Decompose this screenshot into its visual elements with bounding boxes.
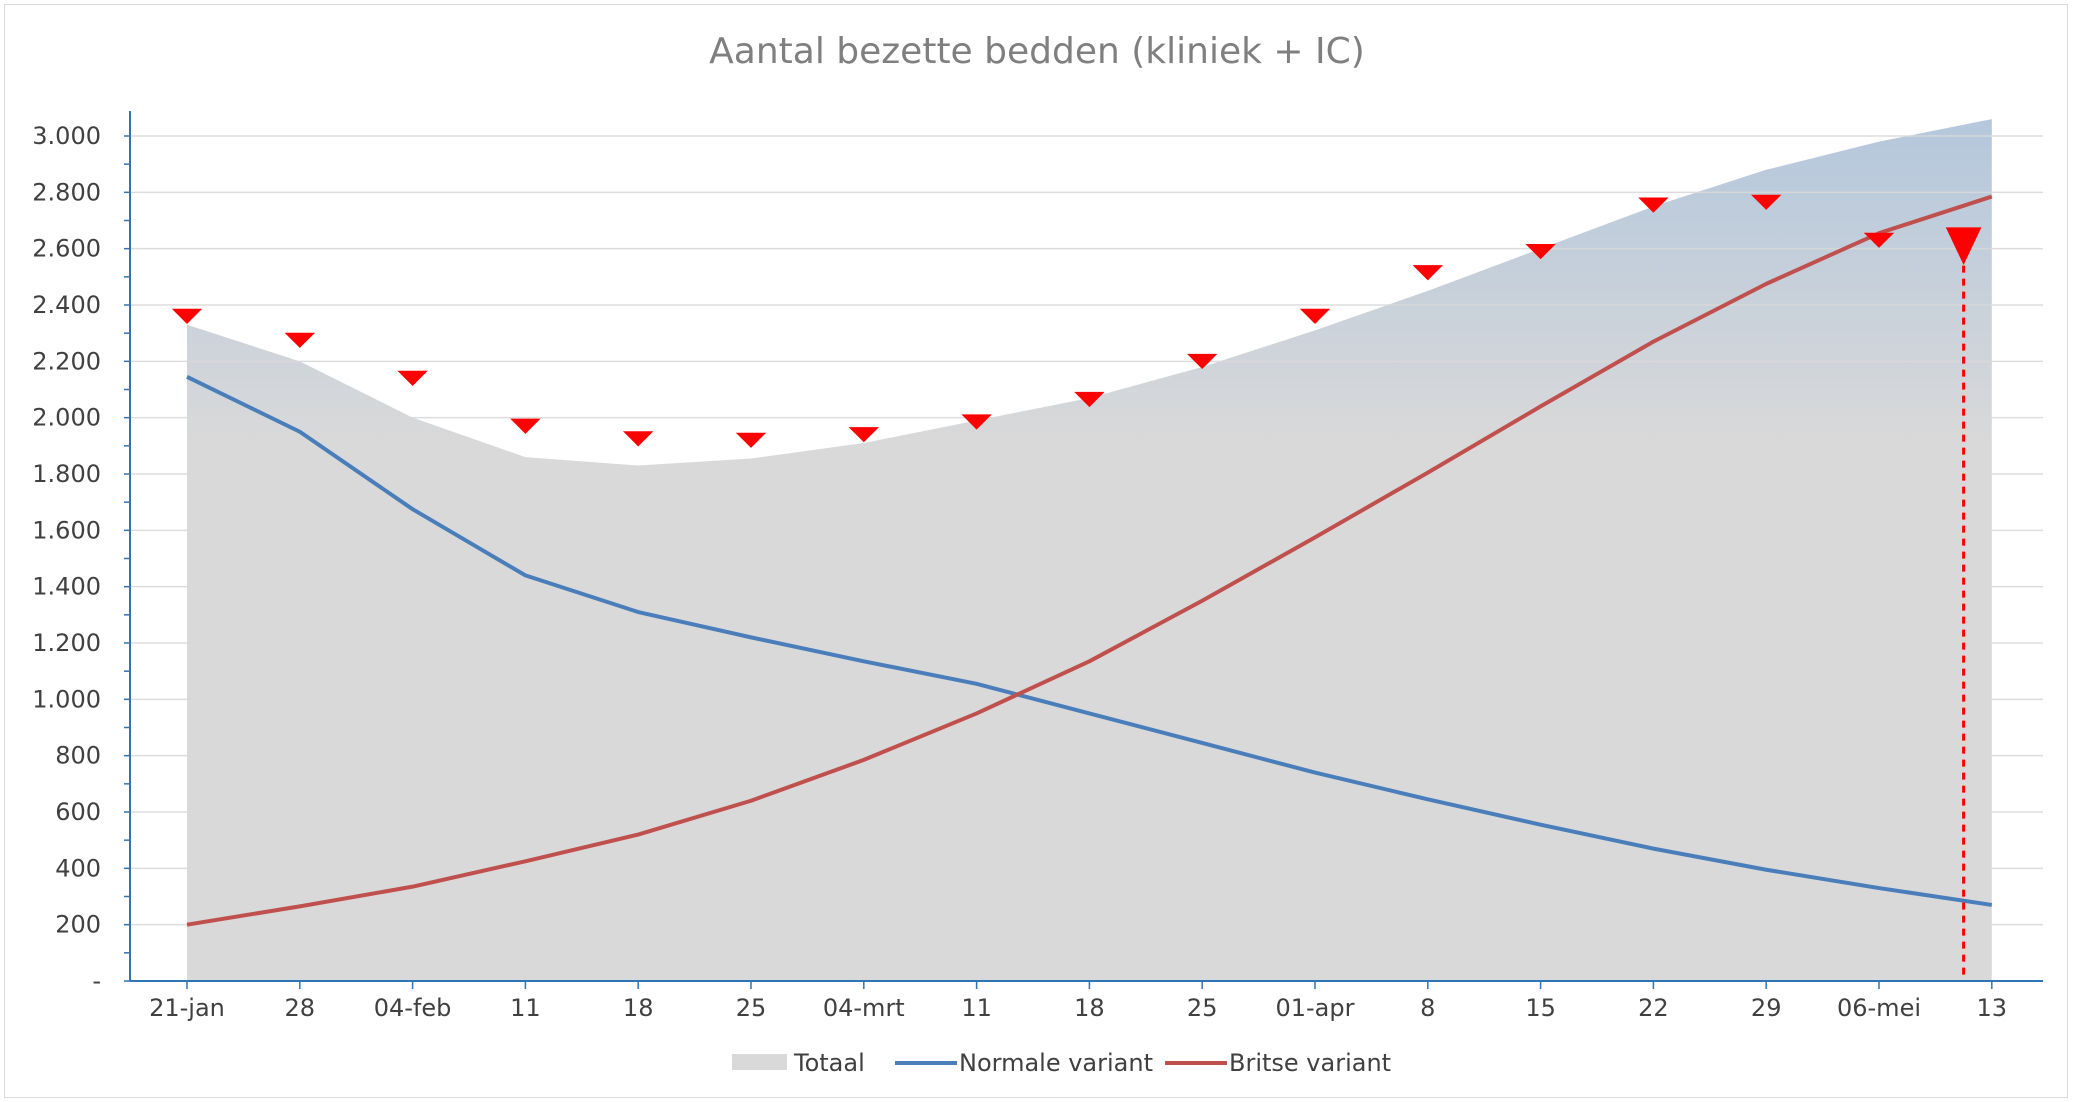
chart-title: Aantal bezette bedden (kliniek + IC)	[709, 31, 1365, 72]
marker-triangle	[848, 427, 880, 443]
marker-triangle	[622, 431, 654, 447]
legend-swatch-totaal	[732, 1054, 787, 1070]
y-tick-label: 1.600	[32, 516, 101, 544]
y-tick-label: 2.400	[32, 291, 101, 319]
y-tick-label: 400	[55, 854, 101, 882]
y-tick-label: 2.600	[32, 235, 101, 263]
x-tick-label: 06-mei	[1837, 994, 1921, 1022]
y-tick-label: 1.000	[32, 685, 101, 713]
y-tick-label: 1.200	[32, 629, 101, 657]
legend-label-normale-variant: Normale variant	[959, 1049, 1153, 1077]
legend-label-britse-variant: Britse variant	[1229, 1049, 1391, 1077]
marker-triangle	[397, 370, 428, 386]
y-tick-label: 1.400	[32, 573, 101, 601]
marker-triangle	[1525, 243, 1556, 260]
marker-triangle	[1750, 194, 1782, 210]
marker-triangle	[961, 414, 992, 430]
y-tick-label: 2.800	[32, 178, 101, 206]
chart-frame: Aantal bezette bedden (kliniek + IC) - 200…	[4, 4, 2068, 1098]
y-tick-label: 1.800	[32, 460, 101, 488]
marker-triangle	[1863, 232, 1895, 248]
marker-triangle	[735, 432, 767, 448]
x-tick-label: 18	[1074, 994, 1105, 1022]
x-tick-label: 01-apr	[1275, 994, 1354, 1022]
x-tick-label: 28	[285, 994, 316, 1022]
series-area-totaal	[187, 119, 1992, 982]
marker-triangle	[1638, 197, 1669, 213]
y-tick-label: 3.000	[32, 122, 101, 150]
x-tick-label: 29	[1751, 994, 1782, 1022]
x-tick-label: 21-jan	[149, 994, 225, 1022]
legend-label-totaal: Totaal	[793, 1049, 865, 1077]
y-tick-label: 2.000	[32, 404, 101, 432]
marker-triangle	[284, 332, 316, 348]
series-line-britse-variant	[186, 194, 1993, 927]
marker-triangle	[1412, 265, 1444, 281]
y-tick-label: 2.200	[32, 347, 101, 375]
marker-triangle	[1299, 308, 1331, 324]
marker-triangle	[1074, 391, 1105, 408]
x-tick-label: 11	[510, 994, 541, 1022]
x-tick-label: 04-mrt	[823, 994, 905, 1022]
y-tick-label: 800	[55, 742, 101, 770]
marker-triangle	[1186, 353, 1218, 370]
x-tick-label: 8	[1420, 994, 1435, 1022]
x-tick-label: 04-feb	[374, 994, 452, 1022]
x-tick-label: 25	[1187, 994, 1218, 1022]
x-tick-label: 25	[736, 994, 767, 1022]
series-line-normale-variant	[186, 375, 1993, 907]
y-tick-label: -	[92, 967, 101, 995]
marker-triangle	[510, 418, 541, 434]
y-tick-label: 200	[55, 911, 101, 939]
x-tick-label: 22	[1638, 994, 1669, 1022]
marker-triangle	[171, 308, 203, 324]
x-tick-label: 18	[623, 994, 654, 1022]
chart-svg: Aantal bezette bedden (kliniek + IC) - 200…	[32, 31, 2043, 1077]
x-tick-label: 13	[1977, 994, 2008, 1022]
x-tick-label: 15	[1525, 994, 1556, 1022]
x-tick-label: 11	[961, 994, 992, 1022]
marker-triangle-large	[1945, 227, 1982, 266]
y-tick-label: 600	[55, 798, 101, 826]
